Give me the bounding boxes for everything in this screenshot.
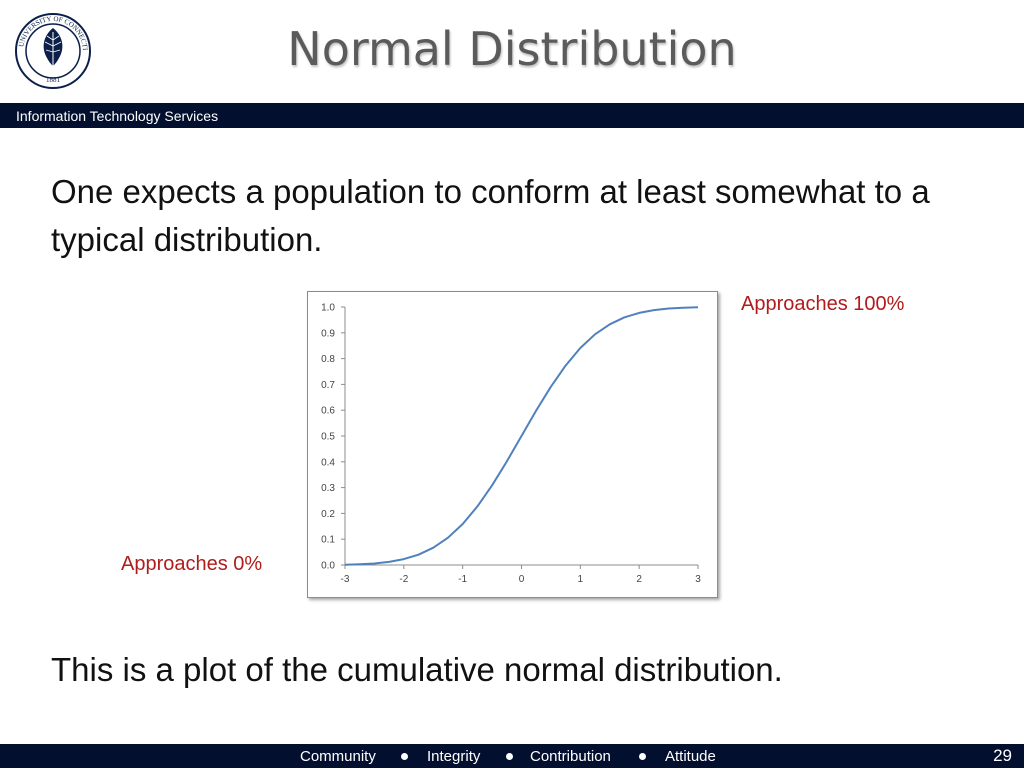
footer-value-integrity: Integrity <box>427 748 481 765</box>
slide-title: Normal Distribution <box>287 22 737 76</box>
intro-text: One expects a population to conform at l… <box>51 173 930 258</box>
y-tick-label: 0.5 <box>321 432 335 443</box>
footer-value-community: Community <box>300 748 376 765</box>
y-tick-label: 0.9 <box>321 328 335 339</box>
university-seal-logo: UNIVERSITY OF CONNECTICUT 1881 <box>14 12 91 89</box>
x-tick-label: 3 <box>695 574 701 585</box>
x-tick-label: -3 <box>341 574 350 585</box>
y-tick-label: 0.4 <box>321 457 335 468</box>
y-tick-label: 0.0 <box>321 561 335 572</box>
y-tick-label: 0.1 <box>321 535 335 546</box>
bullet-icon <box>401 753 408 760</box>
x-tick-label: -1 <box>458 574 467 585</box>
annotation-approaches-0: Approaches 0% <box>121 553 263 575</box>
y-tick-label: 0.3 <box>321 483 335 494</box>
cumulative-normal-chart: 0.0 0.1 0.2 0.3 0.4 0.5 0.6 0.7 0.8 0.9 1.0 -3 -2 -1 0… <box>307 291 718 598</box>
bullet-icon <box>506 753 513 760</box>
caption-text: This is a plot of the cumulative normal … <box>51 651 783 688</box>
x-tick-label: 2 <box>636 574 642 585</box>
x-tick-label: 1 <box>578 574 584 585</box>
bullet-icon <box>639 753 646 760</box>
y-tick-label: 0.7 <box>321 380 335 391</box>
footer-value-contribution: Contribution <box>530 748 611 765</box>
logo-year: 1881 <box>46 76 61 84</box>
y-tick-label: 0.2 <box>321 509 335 520</box>
cumulative-normal-curve <box>344 306 699 566</box>
department-bar: Information Technology Services <box>0 103 1024 128</box>
y-tick-label: 0.6 <box>321 406 335 417</box>
annotation-approaches-100: Approaches 100% <box>741 293 905 315</box>
y-tick-label: 0.8 <box>321 354 335 365</box>
footer-bar: Community Integrity Contribution Attitud… <box>0 744 1024 768</box>
y-tick-label: 1.0 <box>321 303 335 314</box>
footer-value-attitude: Attitude <box>665 748 716 765</box>
chart-svg: 0.0 0.1 0.2 0.3 0.4 0.5 0.6 0.7 0.8 0.9 1.0 -3 -2 -1 0… <box>321 303 701 586</box>
x-tick-label: -2 <box>399 574 408 585</box>
x-tick-label: 0 <box>519 574 525 585</box>
department-label: Information Technology Services <box>16 108 219 124</box>
page-number: 29 <box>993 746 1012 765</box>
